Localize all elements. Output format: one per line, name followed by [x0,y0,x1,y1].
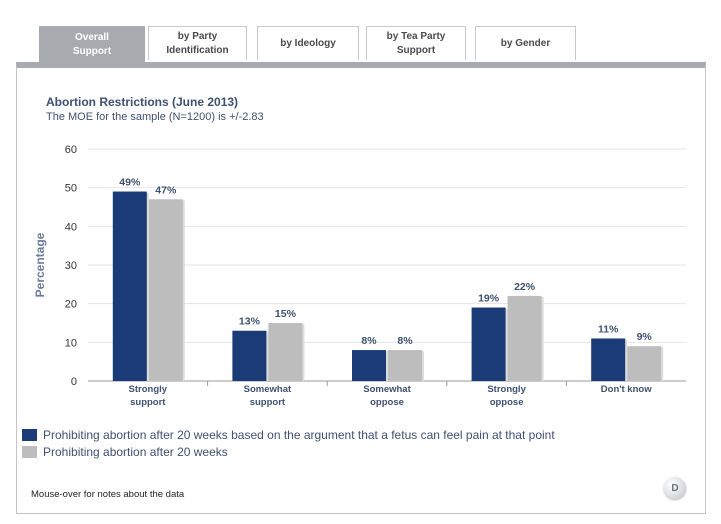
data-notes-link[interactable]: Mouse-over for notes about the data [31,489,185,500]
y-tick-label: 40 [65,221,77,233]
bar-series-1 [591,338,626,381]
bar-series-1 [471,307,506,381]
bar-series-2 [627,346,662,381]
x-tick-label: Somewhat support [244,384,292,408]
legend-label-series-1: Prohibiting abortion after 20 weeks base… [43,427,555,442]
bar-series-2 [148,199,183,381]
legend-swatch-series-1 [22,428,37,441]
data-label: 15% [275,308,297,320]
data-label: 8% [397,335,413,347]
tab-3[interactable]: by Tea Party Support [366,26,466,60]
data-label: 49% [119,177,141,189]
y-tick-label: 0 [71,376,77,388]
tab-0[interactable]: Overall Support [39,26,145,62]
bar-series-1 [232,330,267,381]
legend: Prohibiting abortion after 20 weeks base… [22,427,555,461]
y-tick-label: 30 [65,260,77,272]
x-tick-label: Somewhat oppose [363,384,411,408]
data-label: 9% [637,331,653,343]
x-tick-label: Don't know [601,384,652,395]
data-label: 47% [155,184,177,196]
data-label: 11% [598,323,619,335]
data-label: 19% [478,293,500,305]
y-tick-label: 10 [65,337,77,349]
data-label: 13% [239,316,261,328]
legend-swatch-series-2 [22,445,37,458]
data-label: 22% [514,281,536,293]
tab-2[interactable]: by Ideology [257,26,359,60]
y-tick-label: 60 [65,144,77,156]
y-axis-label: Percentage [33,232,47,297]
bar-series-1 [112,191,147,381]
bar-series-2 [507,295,542,381]
tab-4[interactable]: by Gender [475,26,576,60]
chart-title: Abortion Restrictions (June 2013) [46,95,239,109]
legend-label-series-2: Prohibiting abortion after 20 weeks [43,444,228,459]
x-tick-label: Strongly oppose [487,384,526,408]
chart-subtitle: The MOE for the sample (N=1200) is +/-2.… [46,111,264,123]
legend-item-series-1[interactable]: Prohibiting abortion after 20 weeks base… [22,427,555,442]
bar-series-2 [388,350,422,381]
bar-series-1 [352,350,386,381]
y-tick-label: 20 [65,299,77,311]
bar-series-2 [268,323,303,381]
data-label: 8% [361,335,377,347]
x-tick-label: Strongly support [129,384,168,408]
tab-1[interactable]: by Party Identification [148,26,247,60]
logo-badge: D [664,477,686,499]
y-tick-label: 50 [65,183,77,195]
legend-item-series-2[interactable]: Prohibiting abortion after 20 weeks [22,444,555,459]
